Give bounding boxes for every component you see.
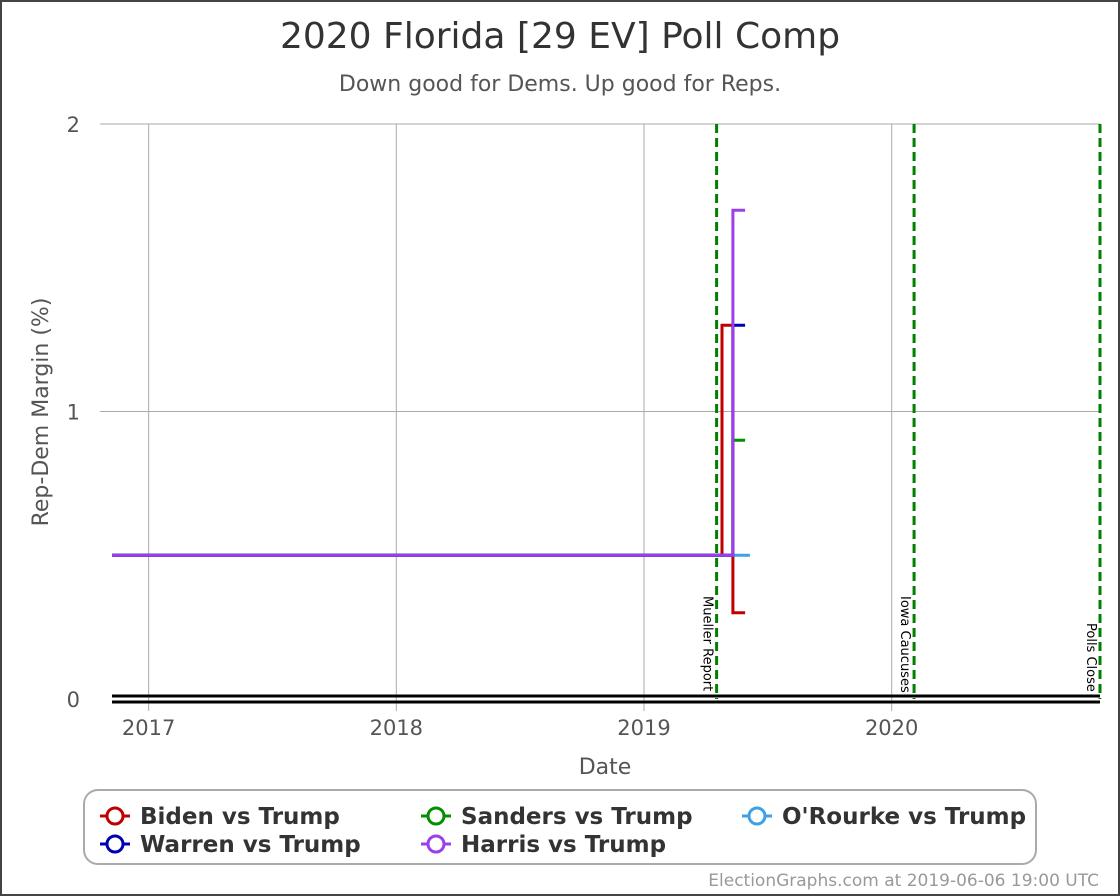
y-axis-title: Rep-Dem Margin (%) <box>29 298 54 527</box>
series-line-warren-vs-trump <box>112 323 746 557</box>
legend-entry-label: Harris vs Trump <box>461 832 666 858</box>
series-line-sanders-vs-trump <box>112 438 746 557</box>
legend-entry-label: O'Rourke vs Trump <box>782 804 1026 830</box>
y-tick-label: 0 <box>67 688 80 712</box>
x-tick-label: 2020 <box>865 716 918 740</box>
grid-layer <box>100 123 1100 711</box>
event-label: Polls Close <box>1083 623 1098 692</box>
legend-swatch-marker <box>105 834 125 854</box>
footer-credit: ElectionGraphs.com at 2019-06-06 19:00 U… <box>708 871 1099 891</box>
legend-swatch-marker <box>426 834 446 854</box>
chart-title: 2020 Florida [29 EV] Poll Comp <box>280 16 840 57</box>
legend: Biden vs Trump Sanders vs Trump O'Rourke v… <box>83 789 1037 865</box>
legend-box <box>83 789 1037 865</box>
event-layer: Mueller Report Iowa Caucuses Polls Close <box>700 124 1102 699</box>
series-layer <box>112 208 750 615</box>
y-tick-label: 2 <box>67 113 80 137</box>
x-tick-label: 2018 <box>370 716 423 740</box>
event-label: Iowa Caucuses <box>897 596 912 693</box>
event-label: Mueller Report <box>700 596 715 691</box>
chart-subtitle: Down good for Dems. Up good for Reps. <box>339 72 781 97</box>
legend-swatch-marker <box>747 806 767 826</box>
legend-swatch-marker <box>426 806 446 826</box>
x-tick-label: 2017 <box>122 716 175 740</box>
legend-entry-label: Warren vs Trump <box>140 832 361 858</box>
tick-layer: 0 1 2 2017 2018 2019 2020 <box>67 113 919 740</box>
legend-swatch-marker <box>105 806 125 826</box>
axis-layer <box>112 694 1100 704</box>
legend-entry-label: Biden vs Trump <box>140 804 340 830</box>
x-tick-label: 2019 <box>617 716 670 740</box>
y-tick-label: 1 <box>67 401 80 425</box>
series-line-harris-vs-trump <box>112 208 746 557</box>
x-axis-title: Date <box>579 755 632 780</box>
legend-entry-label: Sanders vs Trump <box>461 804 693 830</box>
series-line-biden-vs-trump <box>112 323 746 615</box>
